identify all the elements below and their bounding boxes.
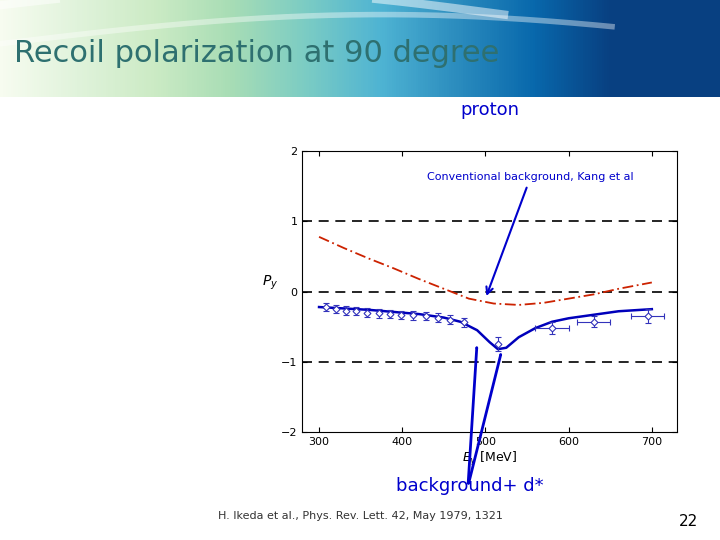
Y-axis label: $P_y$: $P_y$ — [262, 273, 278, 292]
Text: 22: 22 — [679, 514, 698, 529]
X-axis label: $E_{\gamma}\ \mathrm{[MeV]}$: $E_{\gamma}\ \mathrm{[MeV]}$ — [462, 450, 517, 468]
Text: Conventional background, Kang et al: Conventional background, Kang et al — [427, 172, 634, 294]
Text: proton: proton — [460, 101, 519, 119]
Text: background+ d*: background+ d* — [396, 477, 544, 495]
Text: H. Ikeda et al., Phys. Rev. Lett. 42, May 1979, 1321: H. Ikeda et al., Phys. Rev. Lett. 42, Ma… — [217, 511, 503, 521]
Text: Recoil polarization at 90 degree: Recoil polarization at 90 degree — [14, 39, 500, 68]
